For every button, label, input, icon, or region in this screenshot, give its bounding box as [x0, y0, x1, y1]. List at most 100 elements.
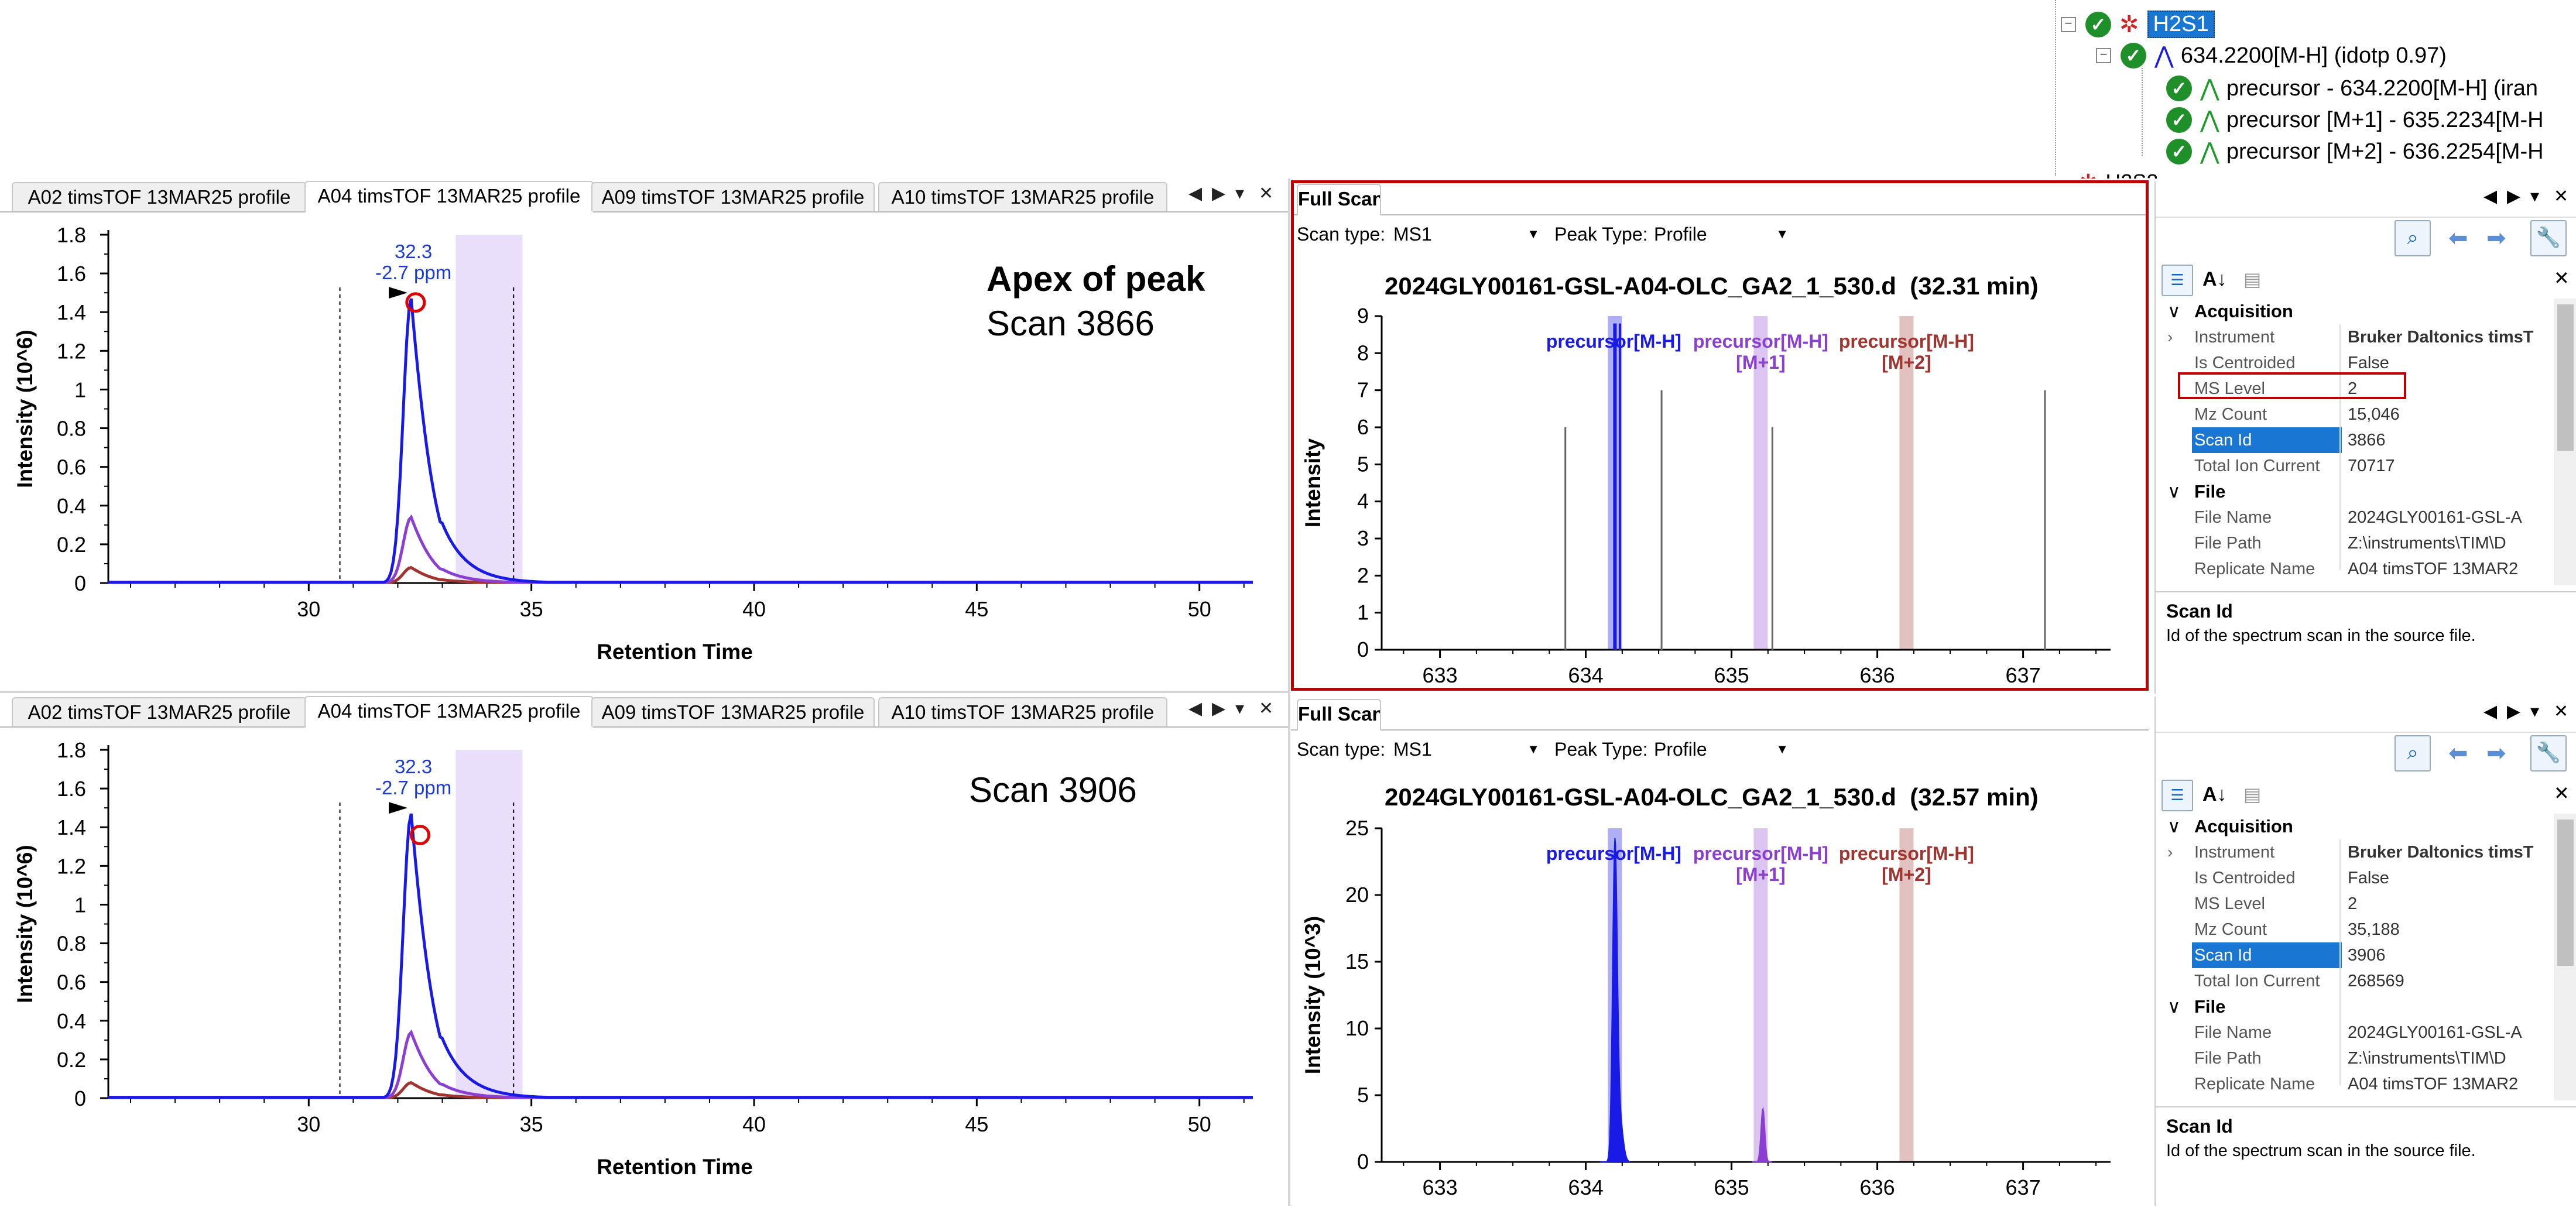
section-acquisition[interactable]: ∨ Acquisition [2156, 299, 2554, 324]
menu-icon[interactable]: ▾ [2530, 702, 2540, 721]
tab-a09[interactable]: A09 timsTOF 13MAR25 profile [591, 182, 875, 211]
chromatogram-plot[interactable]: 0 0.2 0.4 0.6 0.8 1 1.2 1.4 1.6 1.8 30 35 40 45 50 Rete… [0, 726, 1288, 1203]
section-acquisition[interactable]: ∨ Acquisition [2156, 814, 2554, 839]
scroll-right-icon[interactable]: ▶ [2507, 702, 2521, 721]
sort-icon[interactable]: A↓ [2202, 268, 2227, 290]
close-icon[interactable]: ✕ [2554, 187, 2569, 206]
scan-type-select[interactable]: MS1 ▼ [1393, 736, 1546, 762]
scrollbar-thumb[interactable] [2557, 304, 2574, 451]
back-icon[interactable]: ⬅ [2448, 740, 2468, 766]
collapse-icon[interactable]: − [2096, 48, 2111, 63]
zoom-icon[interactable]: ⌕ [2395, 735, 2431, 771]
tree-item-1[interactable]: ✓ ⋀ precursor [M+1] - 635.2234[M-H [2166, 107, 2544, 133]
tree-group-label[interactable]: H2S1 [2147, 11, 2215, 38]
prop-row-scan-id[interactable]: Scan Id 3866 [2156, 427, 2554, 453]
menu-icon[interactable]: ▾ [2530, 187, 2540, 206]
sort-icon[interactable]: A↓ [2202, 783, 2227, 805]
expand-icon[interactable]: › [2167, 843, 2173, 861]
prop-row-mz-count[interactable]: Mz Count 15,046 [2156, 402, 2554, 427]
prop-row-total-ion-current[interactable]: Total Ion Current 268569 [2156, 968, 2554, 994]
section-file[interactable]: ∨ File [2156, 479, 2554, 505]
property-scrollbar[interactable] [2554, 814, 2576, 1100]
splitter-horizontal[interactable] [0, 691, 1288, 693]
prop-row-replicate-name[interactable]: Replicate Name A04 timsTOF 13MAR2 [2156, 1071, 2554, 1097]
tab-full-scan[interactable]: Full Scan [1297, 184, 1381, 215]
scroll-left-icon[interactable]: ◀ [2483, 702, 2498, 721]
prop-row-ms-level[interactable]: MS Level 2 [2156, 376, 2554, 402]
close-icon[interactable]: ✕ [2554, 268, 2570, 289]
tree-item-label[interactable]: precursor [M+1] - 635.2234[M-H [2226, 107, 2544, 132]
tab-a10[interactable]: A10 timsTOF 13MAR25 profile [878, 697, 1167, 726]
tree-group-row[interactable]: − ✓ ✲ H2S1 [2061, 11, 2215, 38]
menu-icon[interactable]: ▾ [1235, 699, 1245, 718]
prop-row-total-ion-current[interactable]: Total Ion Current 70717 [2156, 453, 2554, 479]
spectrum-plot[interactable]: 0510152025633634635636637m/zIntensity (1… [1291, 811, 2149, 1206]
tree-precursor-label[interactable]: 634.2200[M-H] (idotp 0.97) [2180, 43, 2447, 68]
isotope-label: precursor[M-H] [1839, 331, 1974, 352]
tree-item-label[interactable]: precursor - 634.2200[M-H] (iran [2226, 76, 2539, 101]
categorized-icon[interactable]: ☰ [2161, 265, 2193, 296]
forward-icon[interactable]: ➡ [2486, 225, 2506, 251]
prop-row-is-centroided[interactable]: Is Centroided False [2156, 865, 2554, 891]
prop-row-replicate-name[interactable]: Replicate Name A04 timsTOF 13MAR2 [2156, 556, 2554, 582]
scroll-left-icon[interactable]: ◀ [1188, 699, 1203, 718]
tree-item-2[interactable]: ✓ ⋀ precursor [M+2] - 636.2254[M-H [2166, 138, 2544, 165]
tab-a02[interactable]: A02 timsTOF 13MAR25 profile [12, 182, 307, 211]
scroll-left-icon[interactable]: ◀ [2483, 187, 2498, 206]
close-icon[interactable]: ✕ [2554, 702, 2569, 721]
peak-type-select[interactable]: Profile ▼ [1654, 736, 1794, 762]
collapse-icon[interactable]: − [2061, 16, 2076, 32]
scroll-right-icon[interactable]: ▶ [1212, 699, 1226, 718]
scroll-right-icon[interactable]: ▶ [1212, 184, 1226, 203]
peak-type-label: Peak Type: [1554, 224, 1648, 245]
prop-row-scan-id[interactable]: Scan Id 3906 [2156, 942, 2554, 968]
categorized-icon[interactable]: ☰ [2161, 780, 2193, 811]
scroll-left-icon[interactable]: ◀ [1188, 184, 1203, 203]
prop-row-file-path[interactable]: File Path Z:\instruments\TIM\D [2156, 1045, 2554, 1071]
wrench-icon[interactable]: 🔧 [2530, 220, 2567, 256]
tree-item-label[interactable]: precursor [M+2] - 636.2254[M-H [2226, 139, 2544, 164]
tree-precursor-row[interactable]: − ✓ ⋀ 634.2200[M-H] (idotp 0.97) [2096, 42, 2447, 69]
scroll-right-icon[interactable]: ▶ [2507, 187, 2521, 206]
prop-row-file-name[interactable]: File Name 2024GLY00161-GSL-A [2156, 505, 2554, 530]
tab-a04[interactable]: A04 timsTOF 13MAR25 profile [304, 181, 594, 212]
prop-row-instrument[interactable]: › Instrument Bruker Daltonics timsT [2156, 324, 2554, 350]
tab-a02[interactable]: A02 timsTOF 13MAR25 profile [12, 697, 307, 726]
section-file[interactable]: ∨ File [2156, 994, 2554, 1020]
tree-item-0[interactable]: ✓ ⋀ precursor - 634.2200[M-H] (iran [2166, 75, 2538, 102]
property-pages-icon[interactable]: ▤ [2243, 784, 2262, 805]
close-icon[interactable]: ✕ [1259, 699, 1274, 718]
prop-row-ms-level[interactable]: MS Level 2 [2156, 891, 2554, 917]
expand-icon[interactable]: ∨ [2167, 996, 2181, 1017]
scrollbar-thumb[interactable] [2557, 819, 2574, 966]
menu-icon[interactable]: ▾ [1235, 184, 1245, 203]
prop-row-file-path[interactable]: File Path Z:\instruments\TIM\D [2156, 530, 2554, 556]
tab-a09[interactable]: A09 timsTOF 13MAR25 profile [591, 697, 875, 726]
back-icon[interactable]: ⬅ [2448, 225, 2468, 251]
tab-a04[interactable]: A04 timsTOF 13MAR25 profile [304, 696, 594, 728]
expand-icon[interactable]: ∨ [2167, 481, 2181, 502]
property-scrollbar[interactable] [2554, 299, 2576, 585]
scan-type-select[interactable]: MS1 ▼ [1393, 221, 1546, 247]
peak-type-select[interactable]: Profile ▼ [1654, 221, 1794, 247]
spectrum-plot[interactable]: 0123456789633634635636637m/zIntensitypre… [1291, 299, 2149, 694]
tab-full-scan[interactable]: Full Scan [1297, 699, 1381, 731]
prop-row-instrument[interactable]: › Instrument Bruker Daltonics timsT [2156, 839, 2554, 865]
zoom-icon[interactable]: ⌕ [2395, 220, 2431, 256]
tree-partial-label: H2S2 [2105, 170, 2158, 179]
forward-icon[interactable]: ➡ [2486, 740, 2506, 766]
property-pages-icon[interactable]: ▤ [2243, 269, 2262, 290]
prop-row-mz-count[interactable]: Mz Count 35,188 [2156, 917, 2554, 942]
wrench-icon[interactable]: 🔧 [2530, 735, 2567, 771]
tab-a10[interactable]: A10 timsTOF 13MAR25 profile [878, 182, 1167, 211]
expand-icon[interactable]: › [2167, 328, 2173, 346]
prop-row-file-name[interactable]: File Name 2024GLY00161-GSL-A [2156, 1020, 2554, 1045]
expand-icon[interactable]: ∨ [2167, 816, 2181, 836]
prop-row-is-centroided[interactable]: Is Centroided False [2156, 350, 2554, 376]
chromatogram-plot[interactable]: 0 0.2 0.4 0.6 0.8 1 1.2 1.4 1.6 1.8 30 35 40 45 50 Rete… [0, 211, 1288, 688]
close-icon[interactable]: ✕ [1259, 184, 1274, 203]
x-tick-label: 35 [520, 597, 543, 621]
close-icon[interactable]: ✕ [2554, 783, 2570, 804]
expand-icon[interactable]: ∨ [2167, 301, 2181, 321]
splitter-vertical[interactable] [1288, 179, 1290, 1206]
